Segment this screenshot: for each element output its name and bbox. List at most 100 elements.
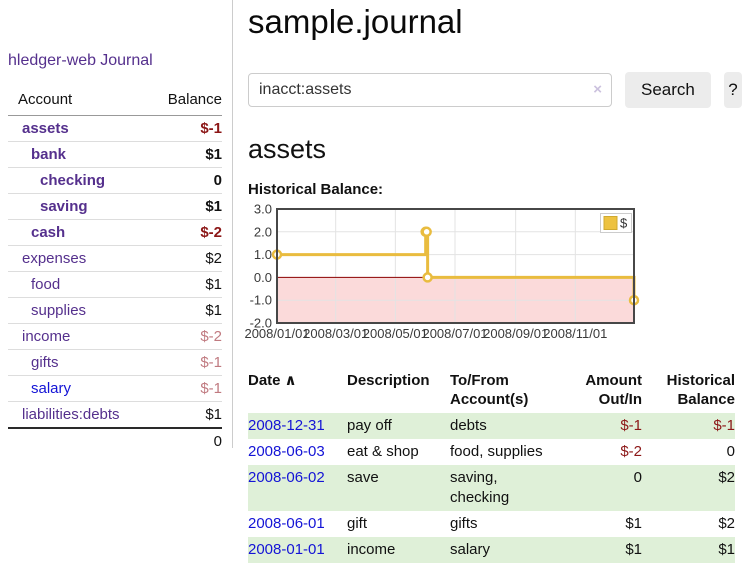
register-row: 2008-12-31 pay off debts $-1 $-1	[248, 413, 735, 439]
page-title: sample.journal	[248, 3, 463, 40]
transaction-date-link[interactable]: 2008-06-02	[248, 469, 325, 486]
account-link-assets[interactable]: assets	[22, 120, 69, 137]
register-row: 2008-06-02 save saving, checking 0 $2	[248, 465, 735, 511]
account-row: bank $1	[8, 141, 222, 168]
register-balance-cell: $1	[642, 537, 735, 563]
register-amount-cell: $1	[562, 537, 642, 563]
register-description-cell: gift	[347, 515, 368, 532]
data-point-marker	[421, 226, 432, 238]
account-link-salary[interactable]: salary	[31, 380, 72, 397]
y-axis-tick-label: -2.0	[250, 316, 272, 331]
account-cell: bank	[8, 141, 152, 168]
search-button[interactable]: Search	[625, 72, 711, 108]
sort-ascending-icon: ∧	[284, 372, 297, 389]
clear-search-icon[interactable]: ×	[593, 81, 602, 98]
account-title: assets	[248, 134, 327, 164]
amount-header-line2: Out/In	[598, 391, 642, 408]
account-cell: assets	[8, 116, 152, 142]
help-button[interactable]: ?	[723, 72, 742, 108]
accounts-header-line1: To/From	[450, 372, 509, 389]
x-axis-tick-label: 2008/09/01	[483, 326, 548, 341]
register-header-amount: Amount Out/In	[562, 369, 642, 413]
data-point-marker	[422, 272, 433, 283]
accounts-table: Account Balance assets $-1 bank $1 checking 0…	[8, 87, 222, 454]
account-row: expenses $2	[8, 245, 222, 272]
account-cell: income	[8, 323, 152, 350]
account-link-saving[interactable]: saving	[40, 198, 88, 215]
account-link-income[interactable]: income	[22, 328, 71, 345]
search-input[interactable]	[248, 73, 612, 107]
account-balance: $-1	[152, 375, 222, 402]
register-accounts-cell: saving, checking	[450, 465, 562, 511]
account-balance: $-2	[152, 219, 222, 246]
register-amount-cell: $-2	[620, 443, 642, 460]
spacer	[8, 427, 152, 454]
x-axis-tick-label: 2008/07/01	[422, 326, 487, 341]
account-balance: $1	[152, 141, 222, 168]
y-axis-tick-label: -1.0	[250, 293, 272, 308]
account-cell: food	[8, 271, 152, 298]
search-input-wrap: ×	[248, 73, 612, 107]
transaction-date-link[interactable]: 2008-01-01	[248, 541, 325, 558]
register-description-cell: save	[347, 465, 450, 511]
register-amount-cell: $1	[625, 515, 642, 532]
account-row: supplies $1	[8, 297, 222, 324]
accounts-table-header: Account Balance	[8, 87, 222, 116]
account-row: saving $1	[8, 193, 222, 220]
register-date-cell: 2008-01-01	[248, 537, 347, 563]
x-axis-tick-label: 2008/01/01	[244, 326, 309, 341]
chart-svg: 3.0 2.0 1.0 0.0 -1.0 -2.02008/01/012008/03/01…	[244, 202, 640, 341]
account-link-expenses[interactable]: expenses	[22, 250, 87, 267]
register-amount-cell: 0	[562, 465, 642, 511]
account-balance: $1	[152, 193, 222, 220]
account-row: assets $-1	[8, 116, 222, 142]
legend-swatch	[603, 216, 618, 230]
transaction-date-link[interactable]: 2008-12-31	[248, 417, 325, 434]
sidebar-item-journal[interactable]: Journal	[100, 52, 153, 69]
account-cell: salary	[8, 375, 152, 402]
register-description-cell: income	[347, 537, 450, 563]
account-balance: $1	[152, 271, 222, 298]
accounts-total-row: 0	[8, 427, 222, 454]
register-header-date[interactable]: Date ∧	[248, 369, 347, 413]
account-row: checking 0	[8, 167, 222, 194]
account-link-gifts[interactable]: gifts	[31, 354, 59, 371]
account-link-bank[interactable]: bank	[31, 146, 67, 163]
account-balance: 0	[152, 167, 222, 194]
register-row: 2008-06-03 eat & shop food, supplies $-2 0	[248, 439, 735, 465]
account-row: income $-2	[8, 323, 222, 350]
account-cell: saving	[8, 193, 152, 220]
account-link-liabilities-debts[interactable]: liabilities:debts	[22, 406, 120, 423]
register-balance-cell: 0	[726, 443, 735, 460]
account-row: gifts $-1	[8, 349, 222, 376]
chart-legend: $	[600, 213, 632, 233]
account-link-supplies[interactable]: supplies	[31, 302, 87, 319]
register-accounts-cell: food, supplies	[450, 443, 543, 460]
register-description-cell: pay off	[347, 413, 450, 439]
register-description-cell: eat & shop	[347, 443, 419, 460]
account-link-cash[interactable]: cash	[31, 224, 66, 241]
x-axis-tick-label: 2008/11/01	[543, 326, 607, 341]
account-cell: expenses	[8, 245, 152, 272]
account-row: food $1	[8, 271, 222, 298]
register-header-description: Description	[347, 372, 430, 389]
accounts-header-line2: Account(s)	[450, 391, 529, 408]
account-link-checking[interactable]: checking	[40, 172, 106, 189]
register-accounts-cell: gifts	[450, 515, 478, 532]
main-content: sample.journal × Search ? assets Histori…	[244, 0, 742, 563]
account-row: cash $-2	[8, 219, 222, 246]
register-row: 2008-01-01 income salary $1 $1	[248, 537, 735, 563]
accounts-total-value: 0	[152, 427, 222, 454]
amount-header-line1: Amount	[585, 372, 642, 389]
register-date-cell: 2008-06-03	[248, 439, 347, 465]
transaction-date-link[interactable]: 2008-06-01	[248, 515, 325, 532]
chart-title: Historical Balance:	[248, 181, 384, 198]
account-link-food[interactable]: food	[31, 276, 61, 293]
account-cell: checking	[8, 167, 152, 194]
transaction-date-link[interactable]: 2008-06-03	[248, 443, 325, 460]
register-date-cell: 2008-06-02	[248, 465, 347, 511]
register-accounts-cell: salary	[450, 537, 562, 563]
register-date-cell: 2008-12-31	[248, 413, 347, 439]
app-brand-link[interactable]: hledger-web	[8, 52, 97, 69]
y-axis-tick-label: 2.0	[254, 224, 272, 239]
